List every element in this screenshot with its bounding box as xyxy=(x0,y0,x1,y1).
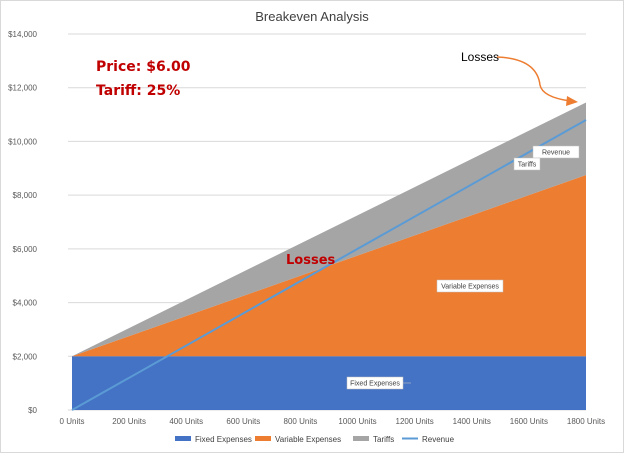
tariffs-area xyxy=(72,102,586,357)
tariff-annotation: Tariff: 25% xyxy=(96,83,180,99)
legend-swatch xyxy=(175,436,191,441)
fixed-expenses-label: Fixed Expenses xyxy=(350,381,400,388)
legend: Fixed Expenses Variable Expenses Tariffs Re… xyxy=(175,435,455,444)
chart-title: Breakeven Analysis xyxy=(255,9,369,24)
x-tick-label: 800 Units xyxy=(284,417,318,426)
legend-entry: Variable Expenses xyxy=(275,435,341,444)
y-tick-label: $0 xyxy=(28,406,37,415)
legend-entry: Fixed Expenses xyxy=(195,435,252,444)
y-tick-label: $10,000 xyxy=(8,137,37,146)
revenue-label: Revenue xyxy=(542,150,570,157)
variable-expenses-label: Variable Expenses xyxy=(441,284,499,291)
y-tick-label: $2,000 xyxy=(13,352,38,361)
losses-arrow-icon xyxy=(496,56,571,102)
losses-top-annotation: Losses xyxy=(461,50,499,64)
losses-arrowhead-icon xyxy=(566,96,578,106)
x-tick-label: 1800 Units xyxy=(567,417,605,426)
legend-entry: Revenue xyxy=(422,435,455,444)
x-tick-label: 1600 Units xyxy=(510,417,548,426)
fixed-expenses-area xyxy=(72,356,586,410)
x-tick-label: 400 Units xyxy=(169,417,203,426)
series-labels: Fixed Expenses Variable Expenses Revenue Ta… xyxy=(346,145,580,390)
variable-expenses-label-box xyxy=(436,279,504,293)
y-tick-label: $6,000 xyxy=(13,245,38,254)
price-annotation: Price: $6.00 xyxy=(96,59,191,75)
y-tick-label: $12,000 xyxy=(8,84,37,93)
tariffs-label: Tariffs xyxy=(518,162,537,169)
revenue-line xyxy=(71,119,587,411)
x-tick-label: 600 Units xyxy=(226,417,260,426)
y-tick-label: $14,000 xyxy=(8,30,37,39)
legend-swatch xyxy=(255,436,271,441)
area-series xyxy=(72,102,586,410)
y-tick-label: $8,000 xyxy=(13,191,38,200)
legend-entry: Tariffs xyxy=(373,435,394,444)
x-tick-label: 1200 Units xyxy=(396,417,434,426)
x-tick-label: 1000 Units xyxy=(338,417,376,426)
tariffs-label-box xyxy=(513,157,541,171)
x-tick-label: 1400 Units xyxy=(453,417,491,426)
axes: $0 $2,000 $4,000 $6,000 $8,000 $10,000 $12,000… xyxy=(8,30,605,426)
line-series xyxy=(71,119,587,411)
x-tick-label: 200 Units xyxy=(112,417,146,426)
y-tick-label: $4,000 xyxy=(13,299,38,308)
revenue-label-box xyxy=(532,145,580,159)
losses-middle-annotation: Losses xyxy=(286,253,336,268)
x-tick-label: 0 Units xyxy=(60,417,85,426)
legend-swatch xyxy=(353,436,369,441)
